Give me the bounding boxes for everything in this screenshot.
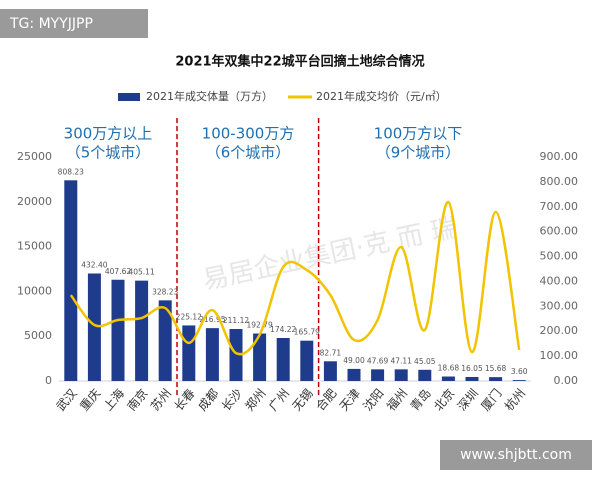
y-tick-label: 25000 xyxy=(17,150,52,163)
bar xyxy=(111,279,125,381)
bar-label: 47.69 xyxy=(367,356,389,365)
bar-label: 407.62 xyxy=(105,267,131,276)
y-tick-label: 20000 xyxy=(17,195,52,208)
bar xyxy=(158,300,172,381)
price-line xyxy=(69,200,521,356)
bar-label: 808.23 xyxy=(58,167,84,176)
bar-label: 211.12 xyxy=(223,316,249,325)
bar xyxy=(441,376,455,381)
site-box xyxy=(440,440,592,470)
group-label: 100万方以下 xyxy=(374,125,463,143)
y2-tick-label: 800.00 xyxy=(540,175,579,188)
bar-label: 328.23 xyxy=(152,287,178,296)
y2-tick-label: 100.00 xyxy=(540,349,579,362)
chart-title: 2021年双集中22城平台回摘土地综合情况 xyxy=(175,54,424,70)
y-tick-label: 5000 xyxy=(24,329,52,342)
group-label: （6个城市） xyxy=(206,144,291,162)
bar xyxy=(323,361,337,381)
y2-tick-label: 600.00 xyxy=(540,225,579,238)
legend-label: 2021年成交均价（元/㎡） xyxy=(316,89,447,103)
bar-label: 16.05 xyxy=(461,364,483,373)
y-tick-label: 0 xyxy=(45,374,52,387)
bar xyxy=(276,337,290,381)
y2-tick-label: 0.00 xyxy=(554,374,579,387)
bar-label: 18.68 xyxy=(438,364,460,373)
bar-label: 216.95 xyxy=(199,315,225,324)
bar xyxy=(135,280,149,381)
bar xyxy=(465,376,479,381)
bar-label: 192.79 xyxy=(246,321,272,330)
bar xyxy=(87,273,101,381)
badge: TG: MYYJJPP xyxy=(9,16,93,32)
group-label: 300万方以上 xyxy=(64,125,153,143)
bar xyxy=(512,380,526,381)
y2-tick-label: 700.00 xyxy=(540,200,579,213)
bar xyxy=(64,180,78,381)
bar-label: 47.11 xyxy=(390,356,412,365)
bar xyxy=(489,377,503,381)
bar-label: 3.60 xyxy=(511,367,528,376)
bar-label: 49.00 xyxy=(343,356,365,365)
bar xyxy=(229,329,243,381)
bar-label: 405.11 xyxy=(128,268,154,277)
bar xyxy=(182,325,196,381)
legend-swatch xyxy=(118,93,140,101)
bar-label: 45.05 xyxy=(414,357,436,366)
group-label: （9个城市） xyxy=(376,144,461,162)
bar xyxy=(394,369,408,381)
bar-label: 82.71 xyxy=(320,348,342,357)
bar-label: 15.68 xyxy=(485,364,507,373)
site: www.shjbtt.com xyxy=(460,447,572,463)
badge-box xyxy=(0,9,148,38)
bar xyxy=(205,328,219,381)
bar xyxy=(253,333,267,381)
y2-tick-label: 900.00 xyxy=(540,150,579,163)
bar-label: 165.79 xyxy=(294,328,320,337)
bar-label: 432.40 xyxy=(81,260,107,269)
y2-tick-label: 200.00 xyxy=(540,324,579,337)
y-tick-label: 15000 xyxy=(17,240,52,253)
bar xyxy=(347,368,361,381)
y2-tick-label: 400.00 xyxy=(540,274,579,287)
bar-label: 225.12 xyxy=(176,312,202,321)
group-label: 100-300万方 xyxy=(202,125,295,143)
group-label: （5个城市） xyxy=(66,144,151,162)
bar xyxy=(371,369,385,381)
y-tick-label: 10000 xyxy=(17,284,52,297)
y2-tick-label: 500.00 xyxy=(540,250,579,263)
bar xyxy=(418,369,432,381)
bar-label: 174.22 xyxy=(270,325,296,334)
y2-tick-label: 300.00 xyxy=(540,299,579,312)
legend-label: 2021年成交体量（万方） xyxy=(146,89,273,103)
bar xyxy=(300,340,314,381)
